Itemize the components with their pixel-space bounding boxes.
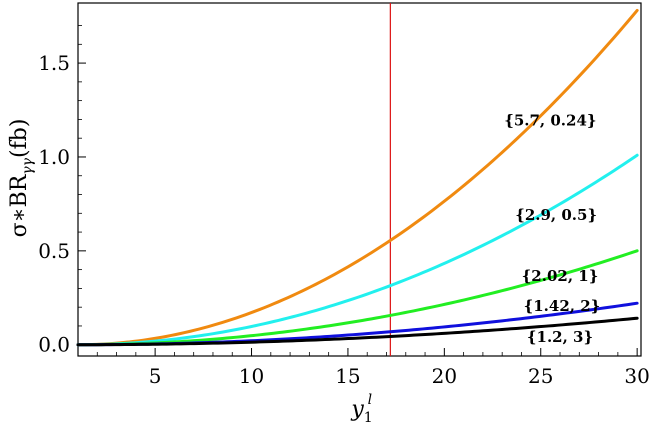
x-tick-label: 5 [149, 364, 162, 388]
series-label-4: {1.42, 2} [524, 297, 601, 315]
x-axis-title: y1 l [350, 392, 372, 426]
y-tick-label: 1.0 [38, 145, 70, 169]
y-tick-label: 0.0 [38, 333, 70, 357]
y-axis-title-sub: γγ [20, 157, 36, 174]
x-tick-label: 20 [432, 364, 457, 388]
y-axis-title-unit: (fb) [7, 119, 32, 158]
y-axis-title-main: σ∗BR [7, 173, 32, 237]
x-tick-label: 15 [335, 364, 360, 388]
y-axis-title: σ∗BRγγ(fb) [7, 119, 36, 238]
y-tick-label: 0.5 [38, 239, 70, 263]
series-label-layer: {5.7, 0.24} {2.9, 0.5} {2.02, 1} {1.42, 2} {… [504, 111, 600, 346]
x-tick-label: 30 [624, 364, 649, 388]
series-label-3: {2.02, 1} [522, 267, 599, 285]
series-line-1 [76, 8, 639, 347]
series-label-1: {5.7, 0.24} [504, 111, 596, 129]
y-tick-label: 1.5 [38, 51, 70, 75]
x-axis-title-sub: 1 [364, 410, 373, 426]
plot-frame [77, 2, 642, 357]
x-tick-label: 10 [239, 364, 264, 388]
series-line-2 [76, 153, 639, 347]
tick-layer: 5 10 15 20 25 30 0.0 0.5 1.0 1.5 [38, 25, 650, 388]
series-label-5: {1.2, 3} [527, 328, 593, 346]
series-label-2: {2.9, 0.5} [515, 206, 597, 224]
x-axis-title-sup: l [368, 392, 372, 408]
series-layer [76, 8, 639, 347]
plot-border [77, 2, 642, 357]
x-tick-label: 25 [528, 364, 553, 388]
series-line-5 [76, 316, 639, 347]
x-axis-title-main: y [350, 397, 364, 422]
